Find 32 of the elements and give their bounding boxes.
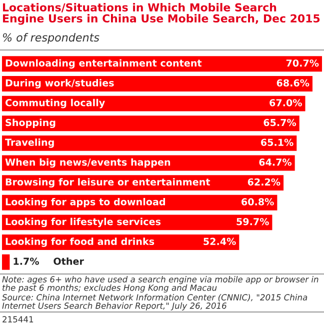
y-tick-label: Downloading entertainment content <box>6 59 202 69</box>
y-tick-label: Other <box>54 257 84 265</box>
chart-title: Locations/Situations in Which Mobile Search Engine Users in China Use Mobile Search, Dec 2015 <box>3 3 320 25</box>
data-label: 68.6% <box>276 79 310 87</box>
data-label: 59.7% <box>236 218 269 226</box>
data-label: 64.7% <box>259 158 292 166</box>
data-label: 65.1% <box>261 138 294 146</box>
text: 215441 <box>2 316 34 322</box>
data-label: 70.7% <box>286 59 319 67</box>
data-label: 65.7% <box>264 118 296 126</box>
y-tick-label: During work/studies <box>6 79 114 88</box>
data-label: 67.0% <box>270 99 302 106</box>
bar <box>2 76 312 92</box>
source-note: Source: China Internet Network Information Center (CNNIC), "2015 China Internet Users Search Behavior Report," July 26, 2016 <box>2 294 308 310</box>
y-tick-label: Commuting locally <box>5 98 105 108</box>
y-tick-label: When big news/events happen <box>5 158 170 168</box>
y-tick-label: Looking for lifestyle services <box>6 218 161 228</box>
data-label: 60.8% <box>242 198 274 206</box>
bar <box>2 254 10 270</box>
chart-subtitle: % of respondents <box>3 33 100 44</box>
data-label: 1.7% <box>14 258 39 265</box>
y-tick-label: Browsing for leisure or entertainment <box>6 178 210 188</box>
text: Note: ages 6+ who have used a search engine via mobile app or browser in the past 6 months; excludes Hong Kong and Macau <box>2 276 318 292</box>
y-tick-label: Traveling <box>5 138 54 148</box>
y-tick-label: Looking for food and drinks <box>6 238 154 247</box>
y-tick-label: Shopping <box>6 118 56 128</box>
bar <box>2 116 300 132</box>
data-label: 62.2% <box>248 178 280 186</box>
y-tick-label: Looking for apps to download <box>6 198 166 208</box>
bar <box>2 96 306 112</box>
data-label: 52.4% <box>204 238 236 246</box>
bar <box>2 135 297 151</box>
